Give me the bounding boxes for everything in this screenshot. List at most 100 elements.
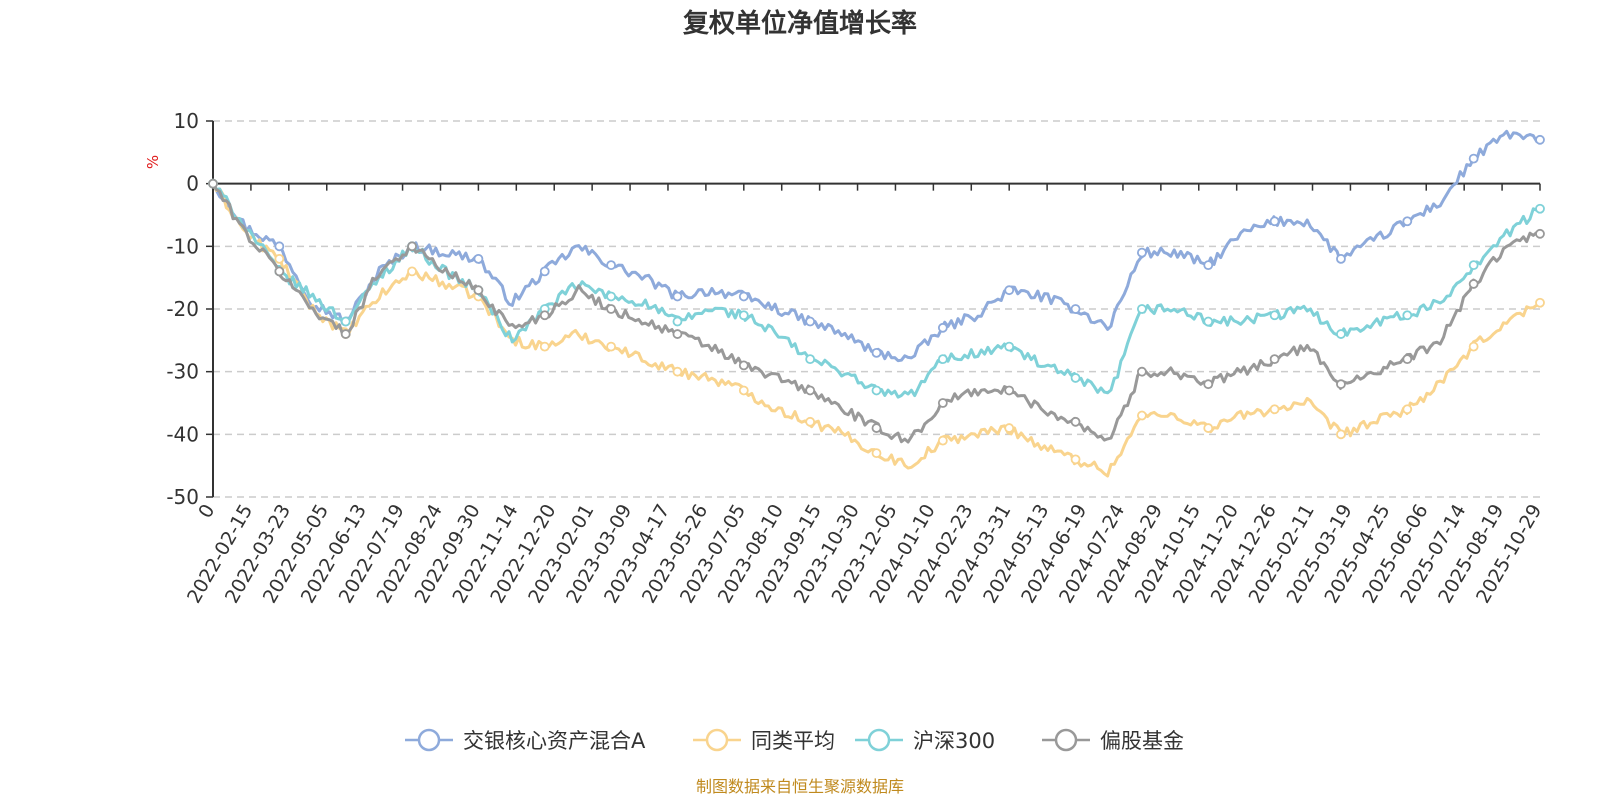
series-point [539, 266, 550, 277]
series-point [1137, 366, 1147, 377]
series-point [1336, 379, 1346, 390]
series-point [473, 285, 484, 296]
series-point [1468, 260, 1479, 271]
legend-item-label[interactable]: 交银核心资产混合A [463, 729, 646, 753]
series-point [606, 341, 616, 352]
series-point [1269, 310, 1280, 321]
series-point [1203, 316, 1214, 327]
y-tick-label: 0 [186, 172, 199, 196]
legend-swatch-marker [1054, 728, 1078, 752]
series-line [211, 182, 1541, 399]
series-point [1269, 404, 1280, 415]
y-tick-label: -40 [166, 422, 199, 446]
series-point [1070, 304, 1081, 314]
series-point [1137, 410, 1147, 421]
series-point [208, 178, 218, 189]
series-line [211, 182, 1541, 444]
series-point [606, 304, 616, 314]
series-point [1402, 404, 1413, 415]
series-point [805, 316, 816, 327]
series-point [805, 385, 816, 396]
series-point [937, 322, 948, 333]
series-point [1137, 304, 1147, 314]
series-point [1336, 329, 1346, 339]
y-tick-label: 10 [174, 109, 199, 133]
series-point [738, 310, 749, 321]
series-point [1004, 385, 1015, 396]
series-point [937, 354, 948, 365]
series-lines [208, 129, 1545, 478]
legend-item-label[interactable]: 沪深300 [913, 729, 995, 753]
series-point [473, 253, 484, 264]
series-point [672, 291, 683, 302]
series-point [1070, 416, 1081, 427]
series-point [1468, 153, 1479, 164]
series-point [672, 316, 683, 327]
y-tick-label: -30 [166, 360, 199, 384]
series-point [871, 385, 882, 396]
series-point [805, 354, 816, 365]
series-point [407, 266, 417, 277]
grid-lines [213, 120, 1540, 498]
series-point [1269, 354, 1280, 365]
series-point [1402, 354, 1413, 365]
series-point [1004, 423, 1015, 433]
series-point [1535, 297, 1545, 308]
series-point [1468, 341, 1479, 352]
series-point [1468, 279, 1479, 289]
series-point [1203, 379, 1214, 390]
series-point [672, 366, 683, 377]
series-point [937, 398, 948, 408]
series-point [738, 385, 749, 396]
legend: 交银核心资产混合A 同类平均 沪深300 偏股基金 [405, 728, 1184, 753]
x-tick-labels: 02022-02-152022-03-232022-05-052022-06-1… [183, 501, 1546, 608]
series-point [539, 310, 550, 321]
legend-swatch-marker [705, 728, 729, 752]
series-point [1402, 310, 1413, 321]
series-point [606, 260, 616, 271]
chart-title: 复权单位净值增长率 [683, 8, 917, 39]
series-point [1070, 454, 1081, 465]
series-point [1336, 429, 1346, 440]
series-point [1203, 260, 1214, 271]
series-point [539, 341, 550, 352]
series-point [1535, 203, 1545, 214]
series-point [1070, 373, 1081, 383]
x-tick-label: 0 [194, 501, 219, 522]
series-point [1004, 341, 1015, 352]
legend-item-label[interactable]: 同类平均 [751, 729, 835, 753]
y-tick-label: -50 [166, 485, 199, 509]
series-point [1402, 216, 1413, 227]
series-point [340, 329, 351, 339]
series-point [1336, 253, 1346, 264]
series-point [274, 241, 285, 252]
series-point [1203, 423, 1214, 433]
legend-swatch-marker [867, 728, 891, 752]
series-point [340, 316, 351, 327]
series-point [1269, 216, 1280, 227]
series-point [738, 291, 749, 302]
y-axis-unit: % [144, 155, 162, 169]
series-point [1137, 247, 1147, 258]
series-point [1535, 228, 1545, 239]
legend-item-label[interactable]: 偏股基金 [1100, 729, 1184, 753]
series-point [738, 360, 749, 371]
y-tick-label: -20 [166, 297, 199, 321]
data-source-note: 制图数据来自恒生聚源数据库 [696, 777, 904, 796]
y-tick-labels: 10 0 -10 -20 -30 -40 -50 [166, 109, 199, 509]
series-point [672, 329, 683, 339]
series-point [1535, 134, 1545, 145]
legend-swatch-marker [417, 728, 441, 752]
series-point [1004, 285, 1015, 296]
series-point [274, 266, 285, 277]
series-point [871, 347, 882, 358]
series-point [871, 448, 882, 459]
series-point [805, 416, 816, 427]
series-point [274, 253, 285, 264]
y-tick-label: -10 [166, 234, 199, 258]
series-point [407, 241, 417, 252]
series-point [606, 291, 616, 302]
series-point [871, 423, 882, 433]
series-point [937, 435, 948, 446]
